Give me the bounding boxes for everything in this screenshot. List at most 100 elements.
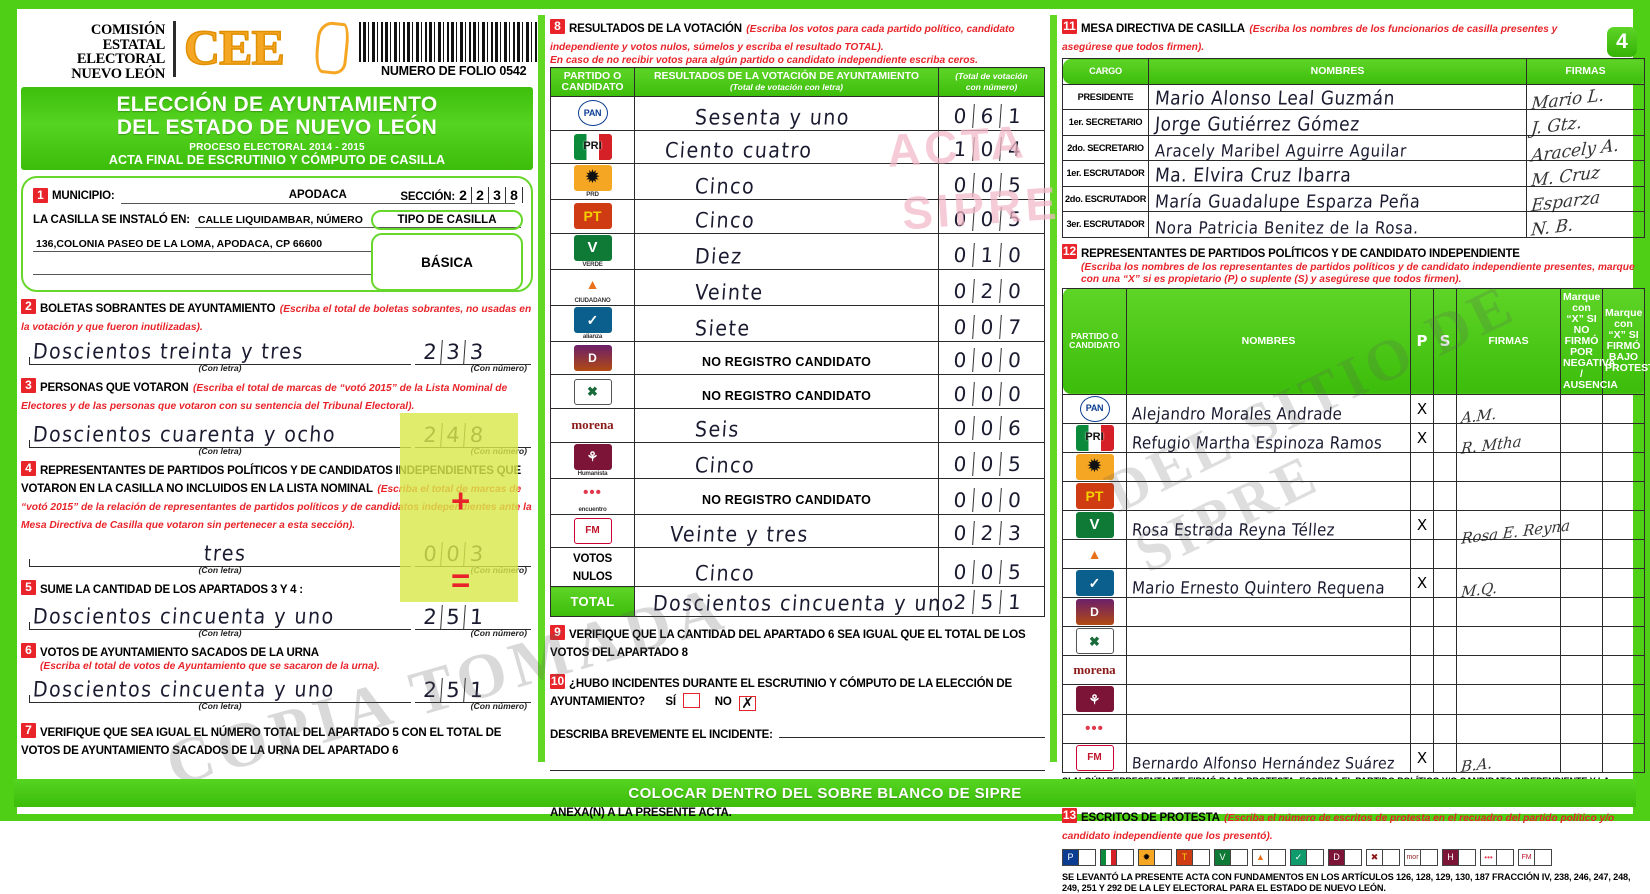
rep-protesta-mark[interactable] xyxy=(1602,538,1645,570)
protest-count-morena[interactable] xyxy=(1421,848,1438,866)
rep-p-mark[interactable] xyxy=(1410,451,1434,482)
votes-letter-cell[interactable]: Ciento cuatro xyxy=(634,129,939,165)
rep-s-mark[interactable] xyxy=(1433,713,1457,744)
firma-cell[interactable]: J. Gtz. xyxy=(1526,109,1645,139)
nombre-cell[interactable]: Mario Alonso Leal Guzmán xyxy=(1148,83,1527,110)
rep-no-firmo-mark[interactable] xyxy=(1560,480,1603,511)
votes-number-cell[interactable]: 0 0 7 xyxy=(938,304,1045,342)
section-5-number-field[interactable]: 2 5 1 (Con número) xyxy=(415,604,531,638)
votes-number-cell[interactable]: 1 0 4 xyxy=(938,129,1045,165)
votes-letter-cell[interactable]: Cinco xyxy=(634,163,939,201)
rep-nombre-cell[interactable]: Alejandro Morales Andrade xyxy=(1126,393,1411,424)
total-number-cell[interactable]: 2 5 1 xyxy=(938,586,1045,618)
rep-p-mark[interactable] xyxy=(1410,626,1434,657)
nombre-cell[interactable]: Jorge Gutiérrez Gómez xyxy=(1148,109,1527,136)
rep-firma-cell[interactable] xyxy=(1456,538,1561,570)
votes-letter-cell[interactable]: Diez xyxy=(634,232,939,270)
address-line-3[interactable] xyxy=(33,262,373,275)
rep-firma-cell[interactable] xyxy=(1456,684,1561,715)
rep-no-firmo-mark[interactable] xyxy=(1560,538,1603,570)
protest-count-pes[interactable] xyxy=(1497,848,1514,866)
rep-no-firmo-mark[interactable] xyxy=(1560,684,1603,715)
votes-letter-cell[interactable]: Siete xyxy=(634,304,939,342)
nombre-cell[interactable]: Ma. Elvira Cruz Ibarra xyxy=(1148,160,1527,187)
votes-number-cell[interactable]: 0 2 0 xyxy=(938,268,1045,306)
rep-nombre-cell[interactable]: Bernardo Alfonso Hernández Suárez xyxy=(1126,742,1411,773)
rep-nombre-cell[interactable]: Rosa Estrada Reyna Téllez xyxy=(1126,509,1411,540)
section-6-number-field[interactable]: 2 5 1 (Con número) xyxy=(415,677,531,711)
rep-protesta-mark[interactable] xyxy=(1602,422,1645,453)
rep-p-mark[interactable]: X xyxy=(1410,742,1434,773)
votes-number-cell[interactable]: 0 0 5 xyxy=(938,441,1045,479)
rep-nombre-cell[interactable] xyxy=(1126,538,1411,570)
votes-letter-cell[interactable]: Cinco xyxy=(634,199,939,234)
votes-letter-cell[interactable]: Veinte y tres xyxy=(634,513,939,549)
rep-nombre-cell[interactable] xyxy=(1126,684,1411,715)
section-4-letter-field[interactable]: tres (Con letra) xyxy=(29,541,411,575)
rep-no-firmo-mark[interactable] xyxy=(1560,568,1603,599)
rep-p-mark[interactable] xyxy=(1410,684,1434,715)
rep-protesta-mark[interactable] xyxy=(1602,393,1645,424)
seccion-field[interactable]: SECCIÓN: 2 2 3 8 xyxy=(400,187,523,203)
votes-number-cell[interactable]: 0 0 0 xyxy=(938,477,1045,515)
section-6-letter-field[interactable]: Doscientos cincuenta y uno (Con letra) xyxy=(29,677,411,711)
votes-number-cell[interactable]: 0 0 0 xyxy=(938,374,1045,409)
rep-no-firmo-mark[interactable] xyxy=(1560,713,1603,744)
votes-letter-cell[interactable]: Veinte xyxy=(634,268,939,306)
rep-firma-cell[interactable]: Rosa E. Reyna xyxy=(1456,509,1571,548)
nombre-cell[interactable]: Nora Patricia Benitez de la Rosa. xyxy=(1148,211,1527,238)
section-2-letter-field[interactable]: Doscientos treinta y tres (Con letra) xyxy=(29,339,411,373)
rep-s-mark[interactable] xyxy=(1433,451,1457,482)
votes-number-cell[interactable]: 0 0 5 xyxy=(938,163,1045,201)
protest-count-pri[interactable] xyxy=(1117,848,1134,866)
rep-s-mark[interactable] xyxy=(1433,509,1457,540)
rep-p-mark[interactable]: X xyxy=(1410,422,1434,453)
rep-p-mark[interactable] xyxy=(1410,655,1434,686)
rep-protesta-mark[interactable] xyxy=(1602,655,1645,686)
section-2-number-field[interactable]: 2 3 3 (Con número) xyxy=(415,339,531,373)
rep-s-mark[interactable] xyxy=(1433,742,1457,773)
votes-number-cell[interactable]: 0 2 3 xyxy=(938,513,1045,549)
nulos-number-cell[interactable]: 0 0 5 xyxy=(938,547,1045,588)
describe-input[interactable] xyxy=(778,725,1045,739)
rep-protesta-mark[interactable] xyxy=(1602,568,1645,599)
rep-firma-cell[interactable]: M.Q. xyxy=(1456,568,1561,602)
rep-s-mark[interactable] xyxy=(1433,568,1457,599)
rep-p-mark[interactable]: X xyxy=(1410,393,1434,424)
rep-nombre-cell[interactable] xyxy=(1126,713,1411,744)
rep-no-firmo-mark[interactable] xyxy=(1560,422,1603,453)
rep-firma-cell[interactable] xyxy=(1456,451,1561,482)
votes-letter-cell[interactable]: Seis xyxy=(634,407,939,443)
nombre-cell[interactable]: Aracely Maribel Aguirre Aguilar xyxy=(1148,134,1527,161)
rep-firma-cell[interactable]: A.M. xyxy=(1456,393,1561,427)
rep-protesta-mark[interactable] xyxy=(1602,451,1645,482)
rep-p-mark[interactable] xyxy=(1410,597,1434,628)
rep-nombre-cell[interactable] xyxy=(1126,655,1411,686)
rep-protesta-mark[interactable] xyxy=(1602,742,1645,773)
rep-nombre-cell[interactable]: Refugio Martha Espinoza Ramos xyxy=(1126,422,1411,453)
rep-p-mark[interactable] xyxy=(1410,480,1434,511)
rep-s-mark[interactable] xyxy=(1433,597,1457,628)
votes-letter-cell[interactable]: Cinco xyxy=(634,441,939,479)
firma-cell[interactable]: Mario L. xyxy=(1526,83,1645,115)
rep-protesta-mark[interactable] xyxy=(1602,684,1645,715)
rep-no-firmo-mark[interactable] xyxy=(1560,655,1603,686)
rep-p-mark[interactable] xyxy=(1410,538,1434,570)
protest-count-hum[interactable] xyxy=(1459,848,1476,866)
votes-letter-cell[interactable]: Sesenta y uno xyxy=(634,96,939,131)
firma-cell[interactable]: N. B. xyxy=(1526,211,1645,240)
rep-s-mark[interactable] xyxy=(1433,538,1457,570)
rep-no-firmo-mark[interactable] xyxy=(1560,626,1603,657)
protest-count-pd[interactable] xyxy=(1345,848,1362,866)
votes-number-cell[interactable]: 0 0 6 xyxy=(938,407,1045,443)
firma-cell[interactable]: M. Cruz xyxy=(1526,160,1645,191)
rep-s-mark[interactable] xyxy=(1433,422,1457,453)
votes-number-cell[interactable]: 0 1 0 xyxy=(938,232,1045,270)
total-letter-cell[interactable]: Doscientos cincuenta y uno xyxy=(634,586,956,618)
si-checkbox[interactable] xyxy=(683,693,701,709)
nulos-letter-cell[interactable]: Cinco xyxy=(634,547,939,588)
rep-firma-cell[interactable] xyxy=(1456,713,1561,744)
address-line-2[interactable]: 136,COLONIA PASEO DE LA LOMA, APODACA, C… xyxy=(33,238,373,252)
nombre-cell[interactable]: María Guadalupe Esparza Peña xyxy=(1148,185,1527,212)
rep-p-mark[interactable]: X xyxy=(1410,568,1434,599)
